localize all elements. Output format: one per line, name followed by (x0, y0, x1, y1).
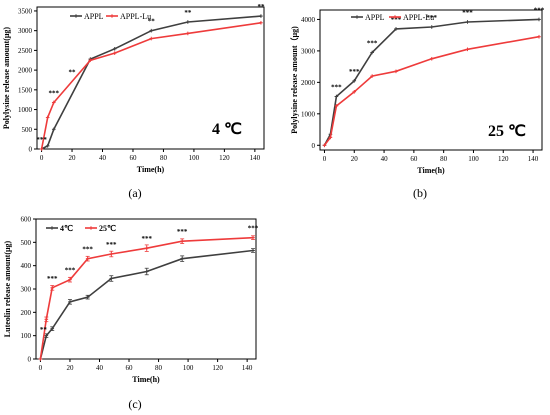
significance-label: ** (69, 68, 77, 76)
x-tick-label: 100 (183, 364, 194, 372)
x-tick-label: 60 (129, 154, 137, 162)
series-line-1 (40, 22, 262, 150)
x-axis-label: Time(h) (132, 375, 160, 384)
y-tick-label: 3000 (301, 47, 316, 55)
x-tick-label: 100 (189, 154, 200, 162)
x-tick-label: 120 (219, 154, 230, 162)
chart-panel-c: 0 20 40 60 80 100 120 140 0 100 200 300 400 500 600 Tim… (3, 216, 259, 412)
plot-frame (36, 6, 265, 150)
legend-label: 25℃ (99, 224, 116, 233)
panel-caption: (b) (413, 186, 427, 200)
x-tick-label: 80 (155, 364, 163, 372)
y-tick-label: 2000 (18, 67, 33, 75)
x-tick-label: 20 (351, 155, 359, 163)
y-axis-label: Polylysine release amount（μg) (289, 26, 299, 134)
significance-label: *** (36, 136, 47, 144)
significance-label: *** (47, 275, 58, 283)
chart-panel-a: 0 20 40 60 80 100 120 140 0 500 1000 1500 2000 2500 30… (2, 3, 265, 200)
legend-label: APPL-Lu (120, 12, 151, 21)
panel-caption: (a) (128, 186, 141, 200)
x-tick-label: 100 (468, 155, 479, 163)
significance-label: *** (391, 16, 402, 24)
significance-label: *** (49, 89, 60, 97)
panel-caption: (c) (128, 397, 141, 411)
series-line-1 (39, 236, 254, 360)
x-tick-label: 120 (498, 155, 509, 163)
plot-frame (319, 9, 543, 151)
significance-label: ** (257, 3, 265, 11)
y-tick-label: 1500 (18, 86, 33, 94)
chart-panel-b: 0 20 40 60 80 100 120 140 0 1000 2000 3000 4000 Time(… (289, 6, 545, 200)
y-tick-label: 1000 (301, 110, 316, 118)
x-axis-label: Time(h) (417, 166, 445, 175)
y-axis-label: Polylysine release amount(μg) (2, 27, 11, 129)
significance-label: *** (331, 84, 342, 92)
x-axis-label: Time(h) (137, 165, 165, 174)
significance-label: ** (40, 326, 48, 334)
series-line-0 (41, 15, 262, 150)
x-tick-label: 40 (96, 364, 104, 372)
legend-label: APPL (84, 12, 104, 21)
temperature-annotation: 4 ℃ (212, 121, 242, 138)
legend-label: APPL-Lu (403, 13, 434, 22)
legend-label: APPL (365, 13, 385, 22)
y-tick-label: 500 (22, 126, 33, 134)
significance-label: *** (141, 235, 152, 243)
significance-label: *** (426, 14, 437, 22)
y-tick-label: 2500 (18, 47, 33, 55)
y-tick-label: 400 (21, 262, 32, 270)
x-tick-label: 80 (440, 155, 448, 163)
y-tick-label: 0 (29, 146, 33, 154)
y-tick-label: 4000 (301, 16, 316, 24)
significance-label: *** (65, 267, 76, 275)
x-tick-label: 140 (528, 155, 539, 163)
significance-label: *** (367, 39, 378, 47)
y-tick-label: 600 (21, 216, 32, 224)
x-tick-label: 0 (40, 154, 44, 162)
significance-label: *** (177, 228, 188, 236)
significance-label: *** (106, 241, 117, 249)
legend-label: 4℃ (60, 224, 73, 233)
significance-label: *** (82, 246, 93, 254)
significance-label: *** (349, 68, 360, 76)
significance-label: *** (462, 9, 473, 17)
x-tick-label: 20 (69, 154, 77, 162)
temperature-annotation: 25 ℃ (488, 123, 526, 140)
y-tick-label: 100 (21, 332, 32, 340)
x-tick-label: 60 (126, 364, 134, 372)
x-tick-label: 80 (160, 154, 168, 162)
x-tick-label: 120 (212, 364, 223, 372)
y-axis-label: Luteolin release amount(μg) (3, 240, 12, 337)
significance-label: *** (248, 225, 259, 233)
y-tick-label: 0 (312, 142, 316, 150)
x-tick-label: 20 (66, 364, 74, 372)
y-tick-label: 2000 (301, 79, 316, 87)
significance-label: *** (534, 6, 545, 14)
x-tick-label: 0 (323, 155, 327, 163)
y-tick-label: 1000 (18, 106, 33, 114)
y-tick-label: 200 (21, 309, 32, 317)
x-tick-label: 60 (410, 155, 418, 163)
x-tick-label: 40 (99, 154, 107, 162)
y-tick-label: 3500 (18, 7, 33, 15)
x-tick-label: 140 (242, 364, 253, 372)
y-tick-label: 500 (21, 239, 32, 247)
significance-label: ** (148, 18, 156, 26)
y-tick-label: 300 (21, 286, 32, 294)
y-tick-label: 3000 (18, 27, 33, 35)
x-tick-label: 140 (250, 154, 261, 162)
significance-label: ** (184, 9, 192, 17)
y-tick-label: 0 (28, 356, 32, 364)
x-tick-label: 40 (381, 155, 389, 163)
x-tick-label: 0 (39, 364, 43, 372)
